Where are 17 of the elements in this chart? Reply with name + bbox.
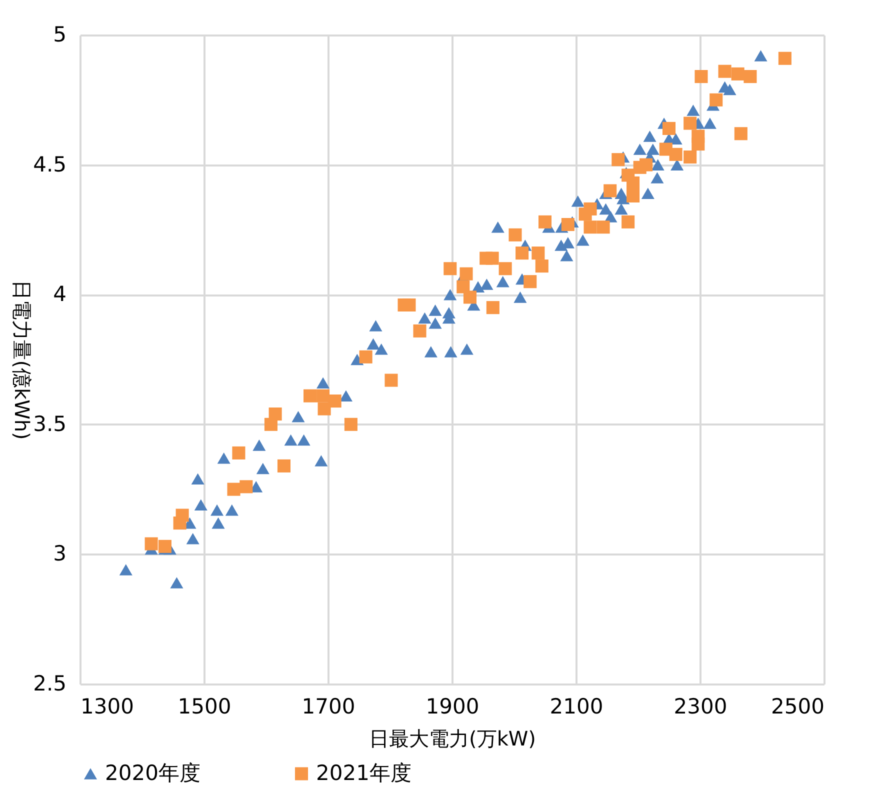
x-tick-label: 2300 [674, 694, 728, 718]
legend-label: 2020年度 [105, 760, 200, 785]
x-axis-title: 日最大電力(万kW) [369, 726, 536, 750]
y-tick-label: 3 [53, 542, 66, 566]
y-axis-title: 日電力量(億kWh) [10, 280, 34, 440]
x-tick-label: 2500 [771, 694, 824, 718]
x-tick-label: 1700 [302, 694, 356, 718]
y-tick-label: 4 [53, 282, 66, 306]
x-tick-label: 2100 [550, 694, 604, 718]
y-tick-label: 4.5 [33, 152, 66, 176]
x-tick-label: 1500 [178, 694, 232, 718]
legend-label: 2021年度 [316, 760, 412, 785]
x-tick-label: 1300 [80, 694, 134, 718]
y-tick-label: 5 [53, 22, 66, 46]
y-tick-label: 2.5 [33, 672, 66, 696]
x-tick-label: 1900 [426, 694, 480, 718]
y-tick-label: 3.5 [33, 412, 66, 436]
